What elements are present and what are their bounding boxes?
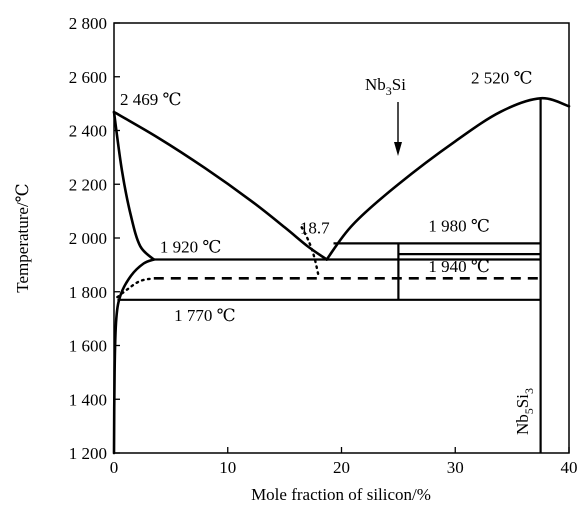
x-tick-label: 0 (110, 458, 119, 477)
y-tick-label: 1 800 (69, 283, 107, 302)
annotation-nb-melting: 2 469 ℃ (120, 90, 182, 109)
annotation-eutectic-comp: 18.7 (300, 219, 330, 238)
nb5si3-label: Nb5Si3 (513, 388, 536, 435)
y-tick-label: 2 200 (69, 175, 107, 194)
ticks-layer: 0 10 20 30 40 1 200 1 400 1 600 1 800 2 000 2 200 2… (69, 14, 578, 477)
series-solidus (112, 110, 156, 261)
annotation-peritectic-temp: 1 980 ℃ (428, 216, 490, 235)
series-solvus-metastable (116, 277, 155, 299)
nb3si-label: Nb3Si (365, 75, 406, 98)
series-liquidus-metastable (300, 226, 320, 279)
annotation-nb5si3-melting: 2 520 ℃ (471, 68, 533, 87)
annotation-eutectic-temp: 1 920 ℃ (160, 238, 222, 257)
annotation-eutectoid-temp: 1 770 ℃ (174, 306, 236, 325)
y-tick-label: 1 600 (69, 337, 107, 356)
y-tick-label: 1 200 (69, 444, 107, 463)
nb3si-arrow-head (394, 142, 402, 156)
series-solvus (112, 258, 156, 455)
y-axis-label: Temperature/℃ (13, 183, 32, 292)
annotation-nb3si-decomp-temp: 1 940 ℃ (428, 257, 490, 276)
annotations-layer: 2 469 ℃ 2 520 ℃ 18.7 1 920 ℃ 1 980 ℃ 1 940 ℃ 1… (120, 68, 533, 325)
curves-layer (112, 96, 571, 455)
y-tick-label: 2 600 (69, 68, 107, 87)
y-tick-label: 2 000 (69, 229, 107, 248)
y-tick-label: 2 800 (69, 14, 107, 33)
x-tick-label: 20 (333, 458, 350, 477)
x-tick-label: 40 (561, 458, 578, 477)
x-tick-label: 30 (447, 458, 464, 477)
series-liquidus-left (112, 110, 328, 261)
x-tick-label: 10 (219, 458, 236, 477)
x-axis-label: Mole fraction of silicon/% (251, 485, 431, 504)
y-tick-label: 2 400 (69, 122, 107, 141)
y-tick-label: 1 400 (69, 390, 107, 409)
